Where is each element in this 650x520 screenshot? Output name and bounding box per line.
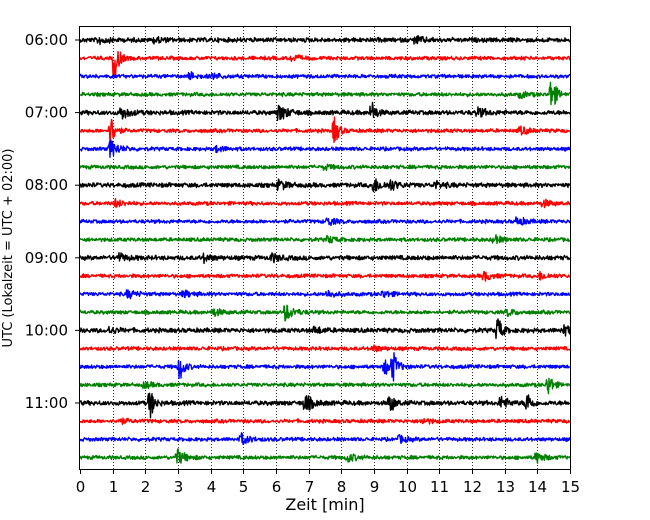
trace-row xyxy=(79,377,571,395)
trace-row xyxy=(79,270,571,282)
trace-row xyxy=(79,101,571,122)
y-tick-label: 10:00 xyxy=(25,321,68,339)
y-tick-label: 07:00 xyxy=(25,104,68,122)
x-tick-label: 11 xyxy=(430,478,449,496)
x-tick-label: 9 xyxy=(370,478,380,496)
x-tick-label: 7 xyxy=(305,478,315,496)
x-tick-label: 14 xyxy=(528,478,547,496)
x-tick-label: 1 xyxy=(109,478,119,496)
trace-row xyxy=(79,234,571,245)
trace-row xyxy=(79,81,571,106)
x-axis-label: Zeit [min] xyxy=(285,495,364,514)
trace-row xyxy=(79,139,571,158)
x-tick-label: 8 xyxy=(337,478,347,496)
x-tick-label: 3 xyxy=(174,478,184,496)
trace-row xyxy=(79,216,571,227)
trace-row xyxy=(79,35,571,46)
trace-row xyxy=(79,344,571,353)
trace-row xyxy=(79,448,571,464)
x-tick-label: 10 xyxy=(398,478,417,496)
trace-row xyxy=(79,392,571,419)
trace-row xyxy=(79,417,571,426)
trace-row xyxy=(79,252,571,265)
trace-row xyxy=(79,289,571,300)
x-tick-label: 4 xyxy=(207,478,217,496)
trace-row xyxy=(79,198,571,209)
trace-row xyxy=(79,116,571,145)
x-tick-label: 5 xyxy=(239,478,249,496)
y-tick-label: 08:00 xyxy=(25,176,68,194)
y-axis-ticks: 06:00 07:00 08:00 09:00 10:00 11:00 xyxy=(25,31,80,412)
y-tick-label: 06:00 xyxy=(25,31,68,49)
trace-row xyxy=(79,71,571,81)
x-tick-label: 12 xyxy=(463,478,482,496)
x-axis-ticks: 0 1 2 3 4 5 6 7 8 9 10 11 12 13 14 15 xyxy=(76,469,580,496)
trace-row xyxy=(79,304,571,322)
y-tick-label: 09:00 xyxy=(25,249,68,267)
y-tick-label: 11:00 xyxy=(25,394,68,412)
trace-row xyxy=(79,432,571,445)
plot-frame xyxy=(79,26,571,470)
trace-row xyxy=(79,163,571,172)
x-tick-label: 13 xyxy=(496,478,515,496)
trace-row xyxy=(79,178,571,193)
seismic-traces xyxy=(79,35,571,464)
trace-row xyxy=(79,318,571,340)
y-axis-label: UTC (Lokalzeit = UTC + 02:00) xyxy=(1,149,16,348)
x-tick-label: 6 xyxy=(272,478,282,496)
trace-row xyxy=(79,51,571,78)
x-tick-label: 15 xyxy=(561,478,580,496)
x-tick-label: 2 xyxy=(141,478,151,496)
trace-row xyxy=(79,352,571,382)
x-tick-label: 0 xyxy=(76,478,86,496)
